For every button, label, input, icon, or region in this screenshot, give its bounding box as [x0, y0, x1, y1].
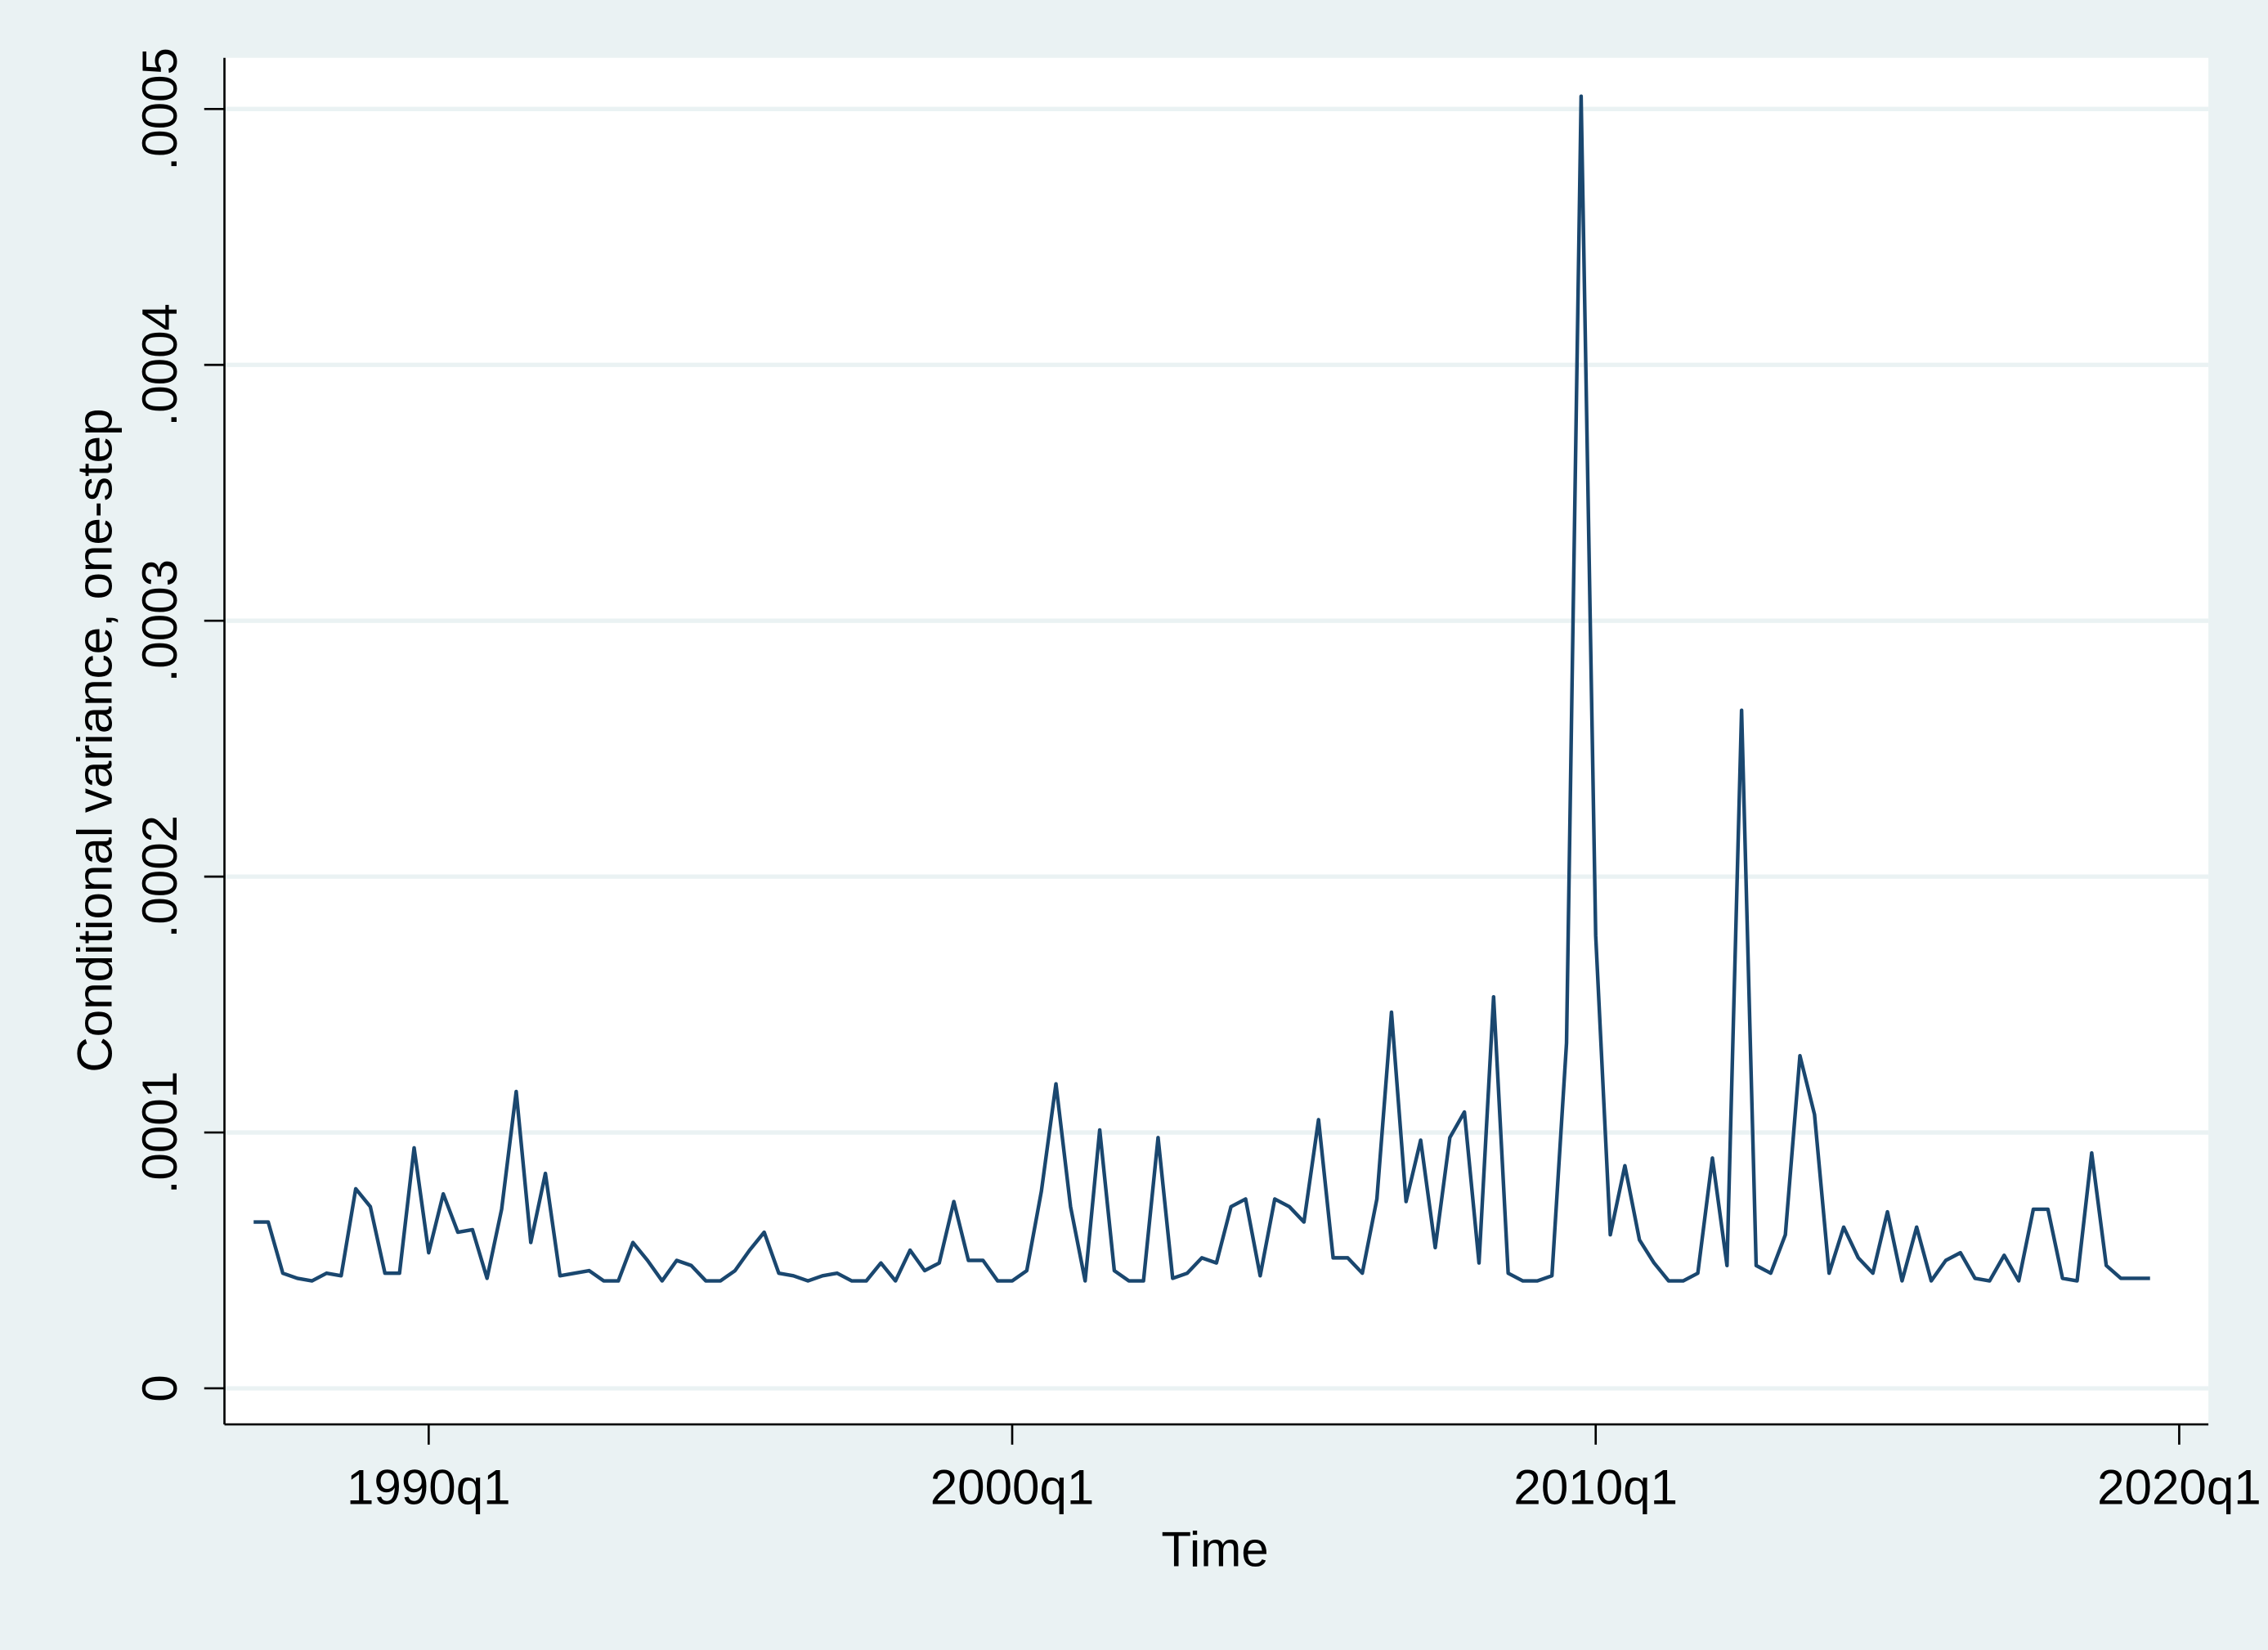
x-axis-title: Time	[1161, 1522, 1268, 1576]
y-axis-title: Conditional variance, one-step	[68, 408, 123, 1072]
y-tick-label: .0004	[132, 303, 187, 426]
x-tick-label: 2000q1	[930, 1459, 1095, 1514]
y-tick-label: .0003	[132, 559, 187, 682]
x-tick-label: 2020q1	[2097, 1459, 2261, 1514]
x-tick-label: 1990q1	[347, 1459, 511, 1514]
y-tick-label: .0001	[132, 1071, 187, 1194]
data-line	[253, 94, 2150, 1283]
y-tick-label: 0	[132, 1374, 187, 1401]
plot-area	[224, 57, 2209, 1425]
x-tick-label: 2010q1	[1513, 1459, 1678, 1514]
y-tick-label: .0002	[132, 815, 187, 938]
y-tick-label: .0005	[132, 47, 187, 170]
